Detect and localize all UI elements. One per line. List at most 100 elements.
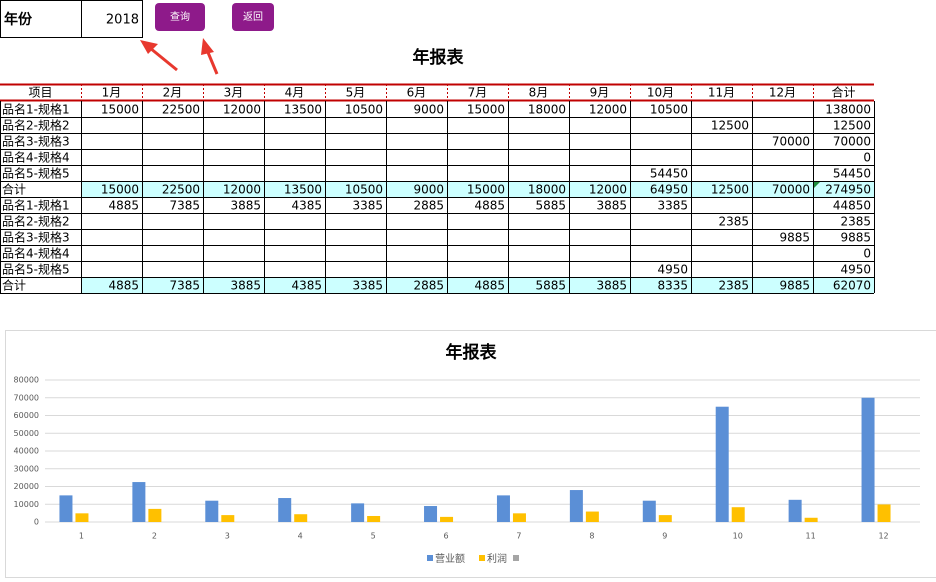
cell-value: 2385 xyxy=(718,215,749,229)
cell-value: 54450 xyxy=(833,167,871,181)
cell-value: 4950 xyxy=(657,263,688,277)
row-label: 品名4-规格4 xyxy=(2,246,70,261)
cell-value: 10500 xyxy=(650,103,688,117)
bar xyxy=(642,500,656,522)
x-tick-label: 10 xyxy=(733,532,743,541)
button-bg[interactable] xyxy=(232,3,274,31)
bar xyxy=(367,515,381,522)
header-cell: 合计 xyxy=(831,85,855,100)
comment-marker xyxy=(814,182,820,188)
cell-value: 5885 xyxy=(535,199,566,213)
x-tick-label: 7 xyxy=(516,532,521,541)
y-tick-label: 60000 xyxy=(14,411,39,420)
arrow-head xyxy=(140,40,158,54)
cell-value: 70000 xyxy=(772,183,810,197)
bar xyxy=(75,513,89,522)
total-row-bg xyxy=(81,277,874,293)
x-tick-label: 9 xyxy=(662,532,667,541)
y-tick-label: 10000 xyxy=(14,500,39,509)
bar xyxy=(205,500,219,522)
cell-value: 3885 xyxy=(596,199,627,213)
legend-swatch xyxy=(479,555,485,561)
cell-value: 3885 xyxy=(230,279,261,293)
header-cell: 6月 xyxy=(407,86,427,100)
header-cell: 12月 xyxy=(769,86,796,100)
cell-value: 13500 xyxy=(284,183,322,197)
row-label: 合计 xyxy=(2,278,26,293)
header-cell: 2月 xyxy=(163,86,183,100)
cell-value: 2385 xyxy=(718,279,749,293)
cell-value: 4885 xyxy=(474,279,505,293)
bar xyxy=(804,517,818,522)
cell-value: 22500 xyxy=(162,103,200,117)
x-tick-label: 2 xyxy=(152,532,157,541)
cell-value: 3885 xyxy=(596,279,627,293)
header-cell: 8月 xyxy=(529,86,549,100)
header-cell: 7月 xyxy=(468,86,488,100)
header-cell: 11月 xyxy=(708,86,735,100)
x-tick-label: 8 xyxy=(589,532,594,541)
cell-value: 0 xyxy=(863,151,871,165)
cell-value: 4385 xyxy=(291,199,322,213)
cell-value: 9885 xyxy=(779,231,810,245)
cell-value: 2885 xyxy=(413,199,444,213)
cell-value: 12000 xyxy=(223,183,261,197)
cell-value: 4950 xyxy=(840,263,871,277)
row-label: 品名3-规格3 xyxy=(2,230,70,245)
cell-value: 3885 xyxy=(230,199,261,213)
button-back[interactable]: 返回 xyxy=(232,3,274,31)
bar xyxy=(877,504,891,522)
button-bg[interactable] xyxy=(155,3,205,31)
arrow xyxy=(205,49,219,75)
cell-value: 4885 xyxy=(474,199,505,213)
bar xyxy=(512,513,526,522)
y-tick-label: 40000 xyxy=(14,447,39,456)
cell-value: 12500 xyxy=(711,119,749,133)
y-tick-label: 70000 xyxy=(14,393,39,402)
button-label[interactable]: 查询 xyxy=(170,10,190,23)
legend-label: 营业额 xyxy=(435,552,465,565)
row-label: 品名2-规格2 xyxy=(2,118,70,133)
cell-value: 18000 xyxy=(528,103,566,117)
y-tick-label: 50000 xyxy=(14,429,39,438)
year-label: 年份 xyxy=(4,11,33,28)
report-title: 年报表 xyxy=(413,47,465,68)
cell-value: 9000 xyxy=(413,183,444,197)
x-tick-label: 6 xyxy=(443,532,448,541)
bar xyxy=(278,498,292,522)
cell-value: 4885 xyxy=(108,279,139,293)
x-tick-label: 3 xyxy=(225,532,230,541)
button-label[interactable]: 返回 xyxy=(243,11,263,23)
cell-value: 70000 xyxy=(772,135,810,149)
header-cell: 5月 xyxy=(346,86,366,100)
row-label: 合计 xyxy=(2,182,26,197)
cell-value: 4385 xyxy=(291,279,322,293)
x-tick-label: 4 xyxy=(298,532,303,541)
bar xyxy=(132,482,146,522)
y-tick-label: 20000 xyxy=(14,482,39,491)
legend-swatch xyxy=(427,555,433,561)
cell-value: 138000 xyxy=(825,103,871,117)
row-label: 品名5-规格5 xyxy=(2,262,70,277)
cell-value: 9000 xyxy=(413,103,444,117)
cell-value: 274950 xyxy=(825,183,871,197)
bar xyxy=(585,511,599,522)
cell-value: 5885 xyxy=(535,279,566,293)
cell-value: 70000 xyxy=(833,135,871,149)
cell-value: 9885 xyxy=(840,231,871,245)
cell-value: 15000 xyxy=(101,183,139,197)
cell-value: 3385 xyxy=(352,199,383,213)
x-tick-label: 12 xyxy=(878,532,888,541)
row-label: 品名1-规格1 xyxy=(2,198,70,213)
chart-title: 年报表 xyxy=(446,342,498,363)
row-label: 品名3-规格3 xyxy=(2,134,70,149)
bar xyxy=(440,516,454,522)
bar xyxy=(715,406,729,522)
chart: 0 10000 20000 30000 40000 50000 60000 70000 8000… xyxy=(14,376,920,565)
button-query[interactable]: 查询 xyxy=(155,3,205,31)
cell-value: 15000 xyxy=(467,183,505,197)
cell-value: 15000 xyxy=(467,103,505,117)
year-value: 2018 xyxy=(106,13,139,28)
